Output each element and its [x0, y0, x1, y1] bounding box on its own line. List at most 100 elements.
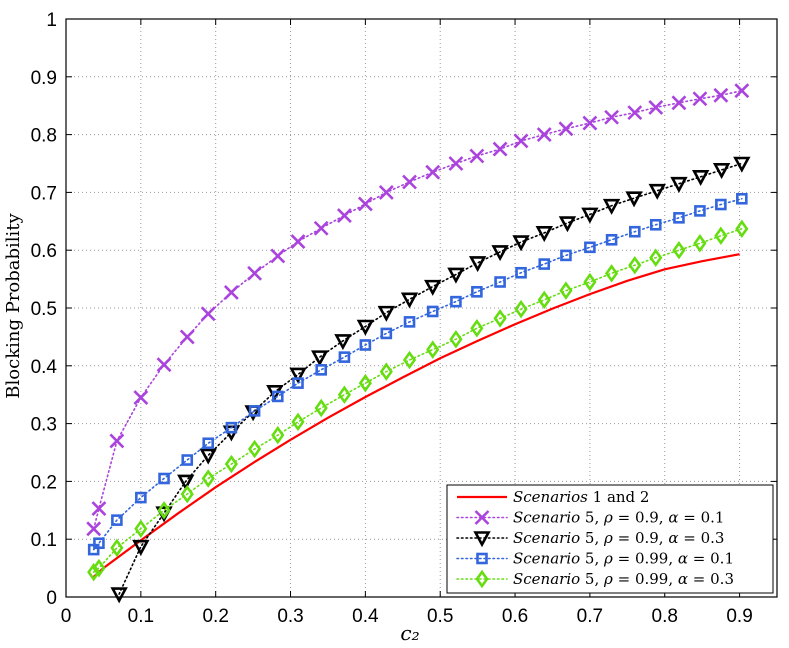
data-point	[515, 266, 527, 279]
data-point	[135, 491, 147, 504]
series-line	[118, 162, 743, 595]
series-line	[92, 253, 740, 578]
data-point	[625, 191, 643, 208]
data-point	[248, 405, 261, 417]
data-point	[671, 95, 687, 111]
data-point	[156, 357, 172, 373]
y-tick-label: 0	[46, 588, 57, 609]
data-point	[132, 539, 150, 556]
data-point	[400, 292, 419, 309]
data-point	[289, 367, 307, 384]
data-point	[558, 216, 577, 233]
data-point	[200, 306, 216, 322]
data-point	[425, 164, 441, 180]
data-point	[180, 484, 194, 504]
x-tick-label: 0.3	[277, 606, 303, 627]
data-point	[315, 364, 328, 376]
data-point	[224, 454, 238, 474]
data-point	[338, 351, 351, 363]
legend-label: Scenario 5, ρ = 0.9, α = 0.3	[513, 529, 724, 547]
plot-area	[86, 83, 751, 604]
series-line	[92, 228, 743, 573]
legend-label: Scenarios 1 and 2	[513, 488, 649, 506]
data-point	[110, 538, 124, 558]
data-point	[86, 521, 102, 537]
data-point	[358, 373, 372, 393]
data-point	[733, 156, 751, 173]
data-point	[583, 272, 597, 292]
data-point	[356, 319, 375, 336]
data-point	[605, 264, 619, 283]
data-point	[537, 290, 551, 310]
data-point	[491, 245, 509, 262]
data-point	[649, 218, 662, 231]
series-4	[87, 219, 749, 582]
data-point	[513, 133, 529, 149]
data-point	[558, 121, 574, 137]
data-point	[470, 318, 484, 338]
data-point	[649, 248, 663, 267]
data-point	[247, 265, 263, 281]
legend-label: Scenario 5, ρ = 0.9, α = 0.1	[513, 509, 724, 527]
legend-label: Scenario 5, ρ = 0.99, α = 0.3	[513, 570, 734, 588]
data-point	[402, 174, 417, 190]
data-point	[560, 249, 572, 262]
legend-marker	[474, 510, 490, 525]
data-point	[271, 425, 285, 445]
series-line	[92, 198, 743, 551]
data-point	[87, 562, 101, 582]
data-point	[377, 305, 396, 322]
data-point	[202, 437, 214, 450]
data-point	[158, 472, 170, 485]
data-point	[290, 234, 306, 249]
data-point	[177, 474, 195, 491]
data-point	[538, 258, 551, 270]
data-point	[628, 255, 642, 275]
data-point	[402, 350, 417, 370]
data-point	[605, 233, 618, 246]
data-point	[311, 350, 329, 367]
data-point	[584, 241, 596, 254]
data-point	[627, 105, 643, 121]
data-point	[604, 109, 620, 125]
data-point	[448, 156, 464, 171]
y-axis-label: Blocking Probability	[3, 212, 24, 398]
data-point	[713, 87, 729, 103]
legend-marker	[476, 552, 488, 565]
data-point	[91, 501, 107, 516]
y-tick-label: 0.3	[31, 415, 57, 436]
x-axis-label: c₂	[400, 621, 419, 645]
data-point	[379, 362, 393, 381]
y-tick-label: 0.4	[31, 357, 58, 378]
data-point	[628, 225, 641, 238]
data-point	[672, 240, 686, 260]
data-point	[270, 248, 286, 264]
data-point	[336, 208, 352, 223]
data-point	[223, 284, 239, 300]
series-3	[87, 192, 748, 556]
y-tick-label: 0.7	[31, 183, 57, 204]
x-tick-label: 0.9	[726, 606, 752, 627]
legend-item: Scenarios 1 and 2	[457, 488, 649, 506]
data-point	[357, 196, 373, 212]
data-point	[424, 279, 442, 296]
legend-label: Scenario 5, ρ = 0.99, α = 0.1	[513, 550, 734, 568]
y-tick-label: 0.6	[31, 241, 57, 262]
data-point	[199, 448, 217, 465]
data-point	[535, 226, 553, 243]
data-point	[179, 329, 195, 345]
data-point	[693, 234, 707, 253]
data-point	[403, 316, 416, 328]
x-tick-label: 0	[61, 606, 72, 627]
legend: Scenarios 1 and 2 Scenario 5, ρ = 0.9, α …	[446, 484, 774, 594]
data-point	[712, 163, 731, 180]
data-point	[359, 339, 372, 351]
data-point	[648, 100, 664, 115]
data-point	[648, 183, 666, 200]
data-point	[469, 148, 485, 164]
data-point	[225, 421, 238, 434]
data-point	[492, 141, 508, 157]
data-point	[692, 91, 708, 107]
data-point	[536, 127, 552, 143]
